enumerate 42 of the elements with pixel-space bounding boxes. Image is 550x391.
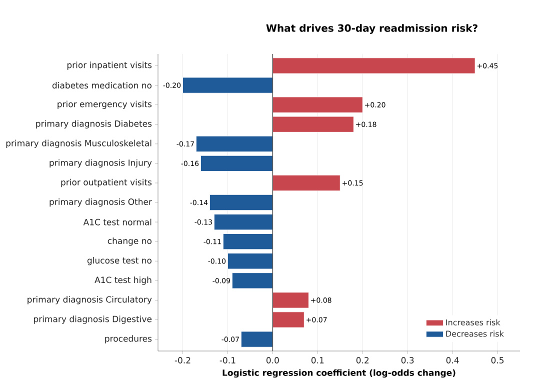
y-tick-label: A1C test high — [94, 276, 152, 285]
x-tick-label: 0.1 — [311, 357, 324, 364]
x-tick-label: 0.3 — [401, 357, 414, 364]
bar — [272, 174, 340, 191]
y-tick-label: primary diagnosis Circulatory — [28, 296, 152, 304]
bar — [272, 96, 363, 113]
y-tick-label: primary diagnosis Injury — [50, 159, 152, 168]
x-tick-label: 0.2 — [356, 357, 369, 364]
y-tick-label: primary diagnosis Other — [50, 198, 152, 207]
bar — [196, 136, 273, 152]
bar — [232, 272, 273, 289]
x-tick-label: -0.2 — [174, 357, 190, 364]
bar — [214, 214, 273, 230]
x-tick-label: 0.0 — [266, 357, 279, 364]
bar — [272, 292, 309, 308]
legend-label: Increases risk — [446, 319, 500, 326]
x-axis-title: Logistic regression coefficient (log-odds change) — [222, 369, 456, 378]
y-tick-label: A1C test normal — [83, 218, 152, 226]
bar — [210, 194, 273, 211]
chart-title: What drives 30-day readmission risk? — [266, 24, 478, 34]
bar — [272, 312, 304, 328]
bar — [240, 331, 273, 348]
y-tick-label: primary diagnosis Digestive — [34, 316, 152, 324]
x-tick-label: 0.5 — [491, 357, 504, 364]
y-tick-label: diabetes medication no — [52, 82, 152, 89]
bar — [228, 253, 273, 270]
y-tick-label: primary diagnosis Musculoskeletal — [6, 140, 152, 148]
bar — [272, 58, 476, 74]
x-tick-label: -0.1 — [220, 357, 236, 364]
y-tick-label: prior inpatient visits — [67, 62, 152, 70]
y-tick-label: glucose test no — [87, 257, 152, 266]
x-tick-label: 0.4 — [446, 357, 459, 364]
legend-label: Decreases risk — [446, 330, 504, 337]
y-tick-label: change no — [108, 237, 152, 246]
bar — [223, 234, 273, 250]
y-tick-label: primary diagnosis Diabetes — [36, 120, 152, 128]
bar — [200, 155, 273, 172]
y-tick-label: procedures — [105, 335, 152, 344]
y-tick-label: prior emergency visits — [58, 100, 152, 109]
bar — [182, 77, 273, 94]
y-tick-label: prior outpatient visits — [61, 178, 152, 188]
bar — [272, 116, 354, 132]
